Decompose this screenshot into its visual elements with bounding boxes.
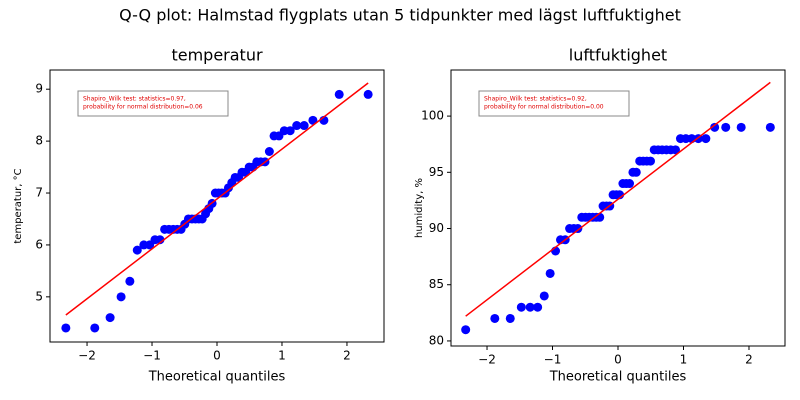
data-point [671, 145, 681, 155]
x-tick-label: −1 [544, 353, 562, 367]
y-tick-label: 6 [35, 237, 43, 251]
data-point [125, 276, 135, 286]
axes-frame [49, 69, 385, 343]
figure-title: Q-Q plot: Halmstad flygplats utan 5 tidp… [119, 6, 681, 25]
data-point [461, 325, 471, 335]
x-tick-label: 2 [343, 349, 351, 363]
fit-line [65, 82, 369, 316]
x-tick-label: −1 [143, 349, 161, 363]
x-tick-label: 0 [614, 353, 622, 367]
x-axis-label: Theoretical quantiles [549, 370, 687, 385]
data-point [573, 224, 583, 234]
data-point [721, 122, 731, 132]
data-point [631, 167, 641, 177]
data-point [334, 89, 344, 99]
data-point [516, 302, 526, 312]
annotation-text: probability for normal distribution=0.06 [83, 104, 203, 111]
y-tick-label: 100 [421, 109, 444, 123]
y-axis-label: humidity, % [414, 178, 425, 238]
data-point [285, 126, 295, 136]
y-tick-label: 90 [429, 221, 444, 235]
data-point [710, 122, 720, 132]
data-point [90, 323, 100, 333]
data-point [701, 134, 711, 144]
data-point [533, 302, 543, 312]
y-tick-label: 9 [35, 82, 43, 96]
data-point [61, 323, 71, 333]
annotation-text: Shapiro_Wilk test: statistics=0.97, [83, 96, 186, 103]
data-point [645, 156, 655, 166]
fit-line [465, 81, 771, 317]
data-point [539, 291, 549, 301]
axes-title: temperatur [171, 46, 263, 65]
y-tick-label: 80 [429, 333, 444, 347]
x-tick-label: −2 [78, 349, 96, 363]
x-tick-label: 2 [745, 353, 753, 367]
y-axis-label: temperatur, °C [13, 168, 24, 243]
y-tick-label: 85 [429, 277, 444, 291]
data-point [505, 313, 515, 323]
axes-title: luftfuktighet [569, 46, 667, 65]
y-tick-label: 8 [35, 134, 43, 148]
data-point [132, 245, 142, 255]
annotation-text: Shapiro_Wilk test: statistics=0.92, [484, 96, 587, 103]
x-axis-label: Theoretical quantiles [148, 370, 286, 385]
data-point [116, 292, 126, 302]
data-point [490, 313, 500, 323]
annotation-box [478, 90, 630, 117]
axes-frame [450, 69, 786, 347]
annotation-box [77, 90, 229, 117]
data-point [545, 268, 555, 278]
x-tick-label: 0 [213, 349, 221, 363]
annotation-text: probability for normal distribution=0.00 [484, 104, 604, 111]
data-point [299, 121, 309, 131]
data-point [292, 121, 302, 131]
x-tick-label: 1 [680, 353, 688, 367]
x-tick-label: −2 [478, 353, 496, 367]
data-point [363, 89, 373, 99]
data-point [264, 146, 274, 156]
y-tick-label: 5 [35, 289, 43, 303]
data-point [308, 115, 318, 125]
data-point [625, 179, 635, 189]
data-point [765, 122, 775, 132]
x-tick-label: 1 [278, 349, 286, 363]
y-tick-label: 7 [35, 186, 43, 200]
data-point [525, 302, 535, 312]
data-point [105, 313, 115, 323]
y-tick-label: 95 [429, 165, 444, 179]
data-point [736, 122, 746, 132]
